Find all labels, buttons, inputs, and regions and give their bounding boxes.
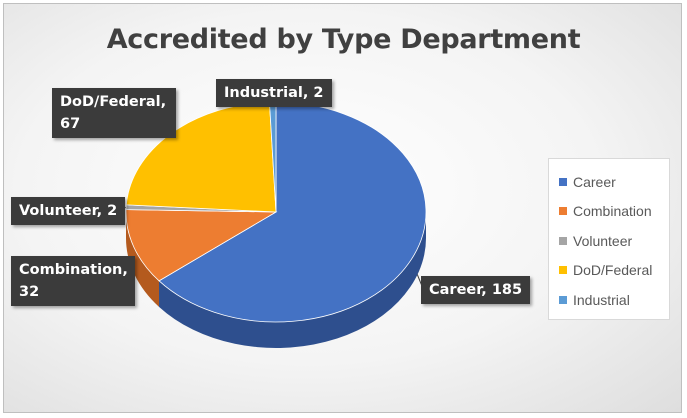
data-label-dod-federal: DoD/Federal, 67	[52, 88, 176, 138]
legend-item-career: Career	[559, 167, 669, 197]
data-label-volunteer: Volunteer, 2	[11, 197, 126, 225]
chart-area: Accredited by Type Department Career, 18…	[3, 3, 682, 413]
pie-chart	[115, 101, 427, 349]
pie-tops	[125, 101, 427, 323]
legend-swatch-combination	[559, 207, 567, 216]
chart-title: Accredited by Type Department	[106, 24, 581, 55]
legend-item-dod-federal: DoD/Federal	[559, 256, 669, 286]
legend-item-volunteer: Volunteer	[559, 226, 669, 256]
pie-side-career	[159, 212, 426, 349]
data-label-career: Career, 185	[421, 276, 531, 304]
legend-item-industrial: Industrial	[559, 285, 669, 315]
legend-item-combination: Combination	[559, 197, 669, 227]
legend-swatch-industrial	[559, 295, 567, 304]
data-label-combination: Combination, 32	[11, 256, 135, 306]
legend-swatch-dod-federal	[559, 266, 567, 275]
legend-swatch-career	[559, 177, 567, 186]
legend-swatch-volunteer	[559, 236, 567, 245]
pie-side-combination	[126, 212, 160, 307]
data-label-industrial: Industrial, 2	[216, 79, 332, 107]
pie-slice-combination	[125, 209, 278, 282]
legend: Career Combination Volunteer DoD/Federal…	[548, 158, 670, 320]
pie-slice-career	[158, 101, 427, 323]
pie-sides	[126, 212, 426, 349]
